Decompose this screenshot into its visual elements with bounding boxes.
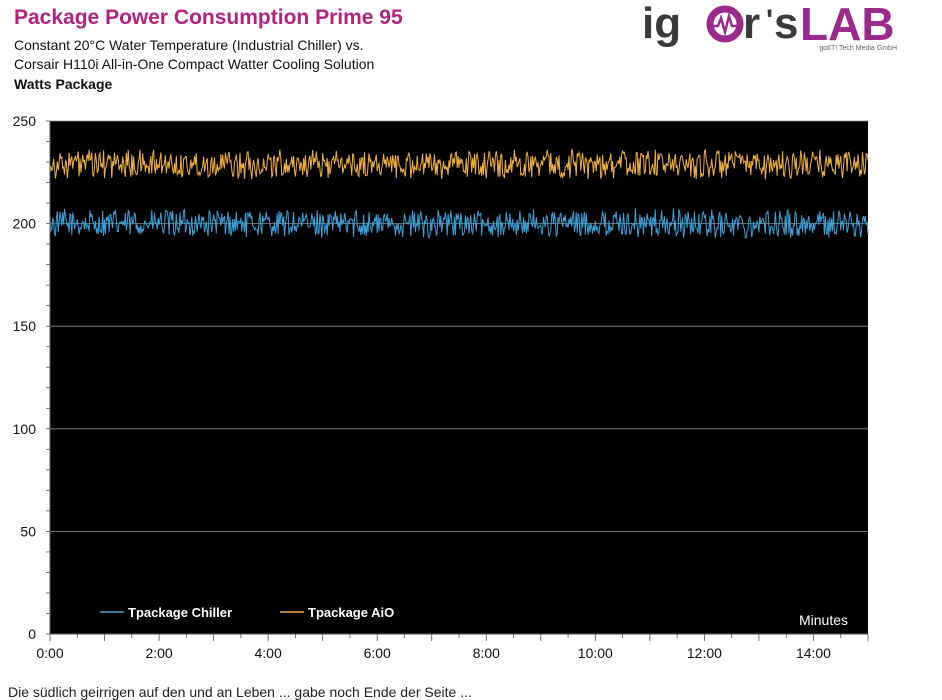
x-tick-label: 0:00 <box>36 645 63 661</box>
logo-text-lab: LAB <box>800 0 895 50</box>
y-tick-label: 0 <box>28 626 36 642</box>
x-tick-label: 2:00 <box>145 645 172 661</box>
power-line-chart: 0 50 100 150 200 250 0:00 2:00 4:00 6:00 8:00 10:00… <box>13 113 869 661</box>
x-tick-label: 8:00 <box>473 645 500 661</box>
y-tick-label: 50 <box>20 523 36 539</box>
igorslab-logo: ig r ' s LAB gotIT! Tech Media GmbH <box>642 0 897 52</box>
y-tick-label: 100 <box>13 421 37 437</box>
series-line-tpackage-chiller <box>49 208 869 239</box>
x-tick-label: 4:00 <box>255 645 282 661</box>
logo-text-s: s <box>774 0 798 48</box>
x-tick-label: 14:00 <box>796 645 831 661</box>
chart-subtitle-line-1: Constant 20°C Water Temperature (Industr… <box>14 37 364 53</box>
legend-label: Tpackage AiO <box>308 605 394 620</box>
y-tick-label: 200 <box>13 216 37 232</box>
series-line-tpackage-aio <box>49 148 869 180</box>
chart-title: Package Power Consumption Prime 95 <box>14 6 403 29</box>
chart-unit-label: Watts Package <box>14 76 113 92</box>
y-tick-label: 250 <box>13 113 37 129</box>
logo-tagline: gotIT! Tech Media GmbH <box>819 45 897 52</box>
x-tick-label: 12:00 <box>687 645 722 661</box>
logo-text-r: r <box>743 0 760 48</box>
legend-label: Tpackage Chiller <box>128 605 232 620</box>
logo-o-ring <box>706 5 744 43</box>
chart-subtitle-line-2: Corsair H110i All-in-One Compact Watter … <box>14 56 375 72</box>
x-tick-label: 10:00 <box>578 645 613 661</box>
x-tick-label: 6:00 <box>364 645 391 661</box>
heartbeat-icon <box>710 11 740 37</box>
plot-area <box>50 121 868 634</box>
y-tick-label: 150 <box>13 318 37 334</box>
logo-text-ig: ig <box>642 0 681 48</box>
cropped-footer-text: Die südlich geirrigen auf den und an Leb… <box>8 684 472 700</box>
x-axis-title: Minutes <box>799 612 848 628</box>
logo-text-apostrophe: ' <box>766 4 773 37</box>
